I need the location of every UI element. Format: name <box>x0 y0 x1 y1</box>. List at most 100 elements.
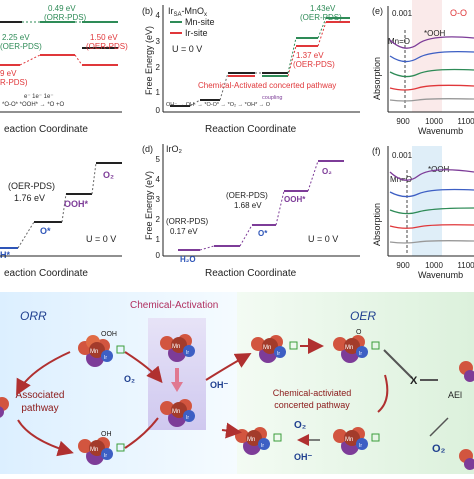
xtick-e-1100: 1100 <box>457 117 474 126</box>
xtick-f-1100: 1100 <box>457 261 474 270</box>
ooh-label: OOH <box>101 331 117 338</box>
xlabel-c: eaction Coordinate <box>4 268 88 279</box>
associated-label2: pathway <box>21 403 58 414</box>
ir-label: Ir <box>186 350 189 356</box>
xtick-e-900: 900 <box>396 117 410 126</box>
ylabel-f: Absorption <box>372 203 382 246</box>
panel-d-title: IrO₂ <box>166 144 182 154</box>
mn-label: Mn <box>263 345 271 351</box>
concerted-label2: concerted pathway <box>274 400 350 410</box>
ael-label: AEl <box>448 390 462 400</box>
label-a-oerpds2: (OER-PDS) <box>86 42 128 51</box>
cluster-oer-right-bottom <box>459 449 474 470</box>
ytick-d-0: 0 <box>156 251 161 260</box>
orr-label: ORR <box>20 309 47 323</box>
xlabel-e: Wavenumb <box>418 126 463 136</box>
concerted-label1: Chemical-activiated <box>273 388 352 398</box>
ytick-d-1: 1 <box>156 235 161 244</box>
annot-b-oerpds1: (OER-PDS) <box>300 13 342 22</box>
annot-b-143: 1.43eV <box>310 4 336 13</box>
panel-e: (e) 0.001 O-O Absorption Mn=O *OOH 900 1… <box>372 0 474 136</box>
ir-label: Ir <box>277 351 280 357</box>
ylabel-b: Free Energy (eV) <box>144 26 154 95</box>
label-d-oerpds: (OER-PDS) <box>226 191 268 200</box>
ytick-d-4: 4 <box>156 175 161 184</box>
legend-mn-site: Mn-site <box>185 17 215 27</box>
ytick-d-3: 3 <box>156 195 161 204</box>
oh-label: OH <box>101 431 112 438</box>
legend-ir-site: Ir-site <box>185 28 208 38</box>
panel-f: (f) 0.001 Absorption Mn=O *OOH 900 1000 … <box>372 146 474 280</box>
label-a-049: 0.49 eV <box>48 4 76 13</box>
mn-label: Mn <box>345 437 353 443</box>
ir-label: Ir <box>359 351 362 357</box>
reaction-scheme: ORR OER Chemical-Activation Mn Ir OOH Mn… <box>0 292 474 474</box>
label-d-orrpds: (ORR-PDS) <box>166 217 209 226</box>
mn-label: Mn <box>345 345 353 351</box>
ytick-b-3: 3 <box>156 37 161 46</box>
label-c-oerpds: (OER-PDS) <box>8 181 55 191</box>
panel-letter-e: (e) <box>372 6 383 16</box>
ytick-b-1: 1 <box>156 88 161 97</box>
mn-label: Mn <box>247 437 255 443</box>
condition-c: U = 0 V <box>86 234 116 244</box>
label-d-h2o: H₂O <box>180 255 196 264</box>
xtick-e-1000: 1000 <box>425 117 443 126</box>
xlabel-d: Reaction Coordinate <box>205 268 297 279</box>
label-c-ooh: OOH* <box>64 199 89 209</box>
xlabel-f: Wavenumb <box>418 270 463 280</box>
label-c-o: O* <box>40 226 51 236</box>
coupling-label: coupling <box>262 95 283 101</box>
xtick-f-900: 900 <box>396 261 410 270</box>
path-electrons-a: e⁻ 1e⁻ 1e⁻ <box>24 94 54 100</box>
ir-label: Ir <box>186 415 189 421</box>
oh-bottom: OH⁻ <box>294 452 313 462</box>
cluster-oer-bottom2: Mn Ir <box>333 427 380 455</box>
label-d-017: 0.17 eV <box>170 227 198 236</box>
cluster-oer-top2: Mn Ir O <box>333 329 380 363</box>
ytick-d-5: 5 <box>156 155 161 164</box>
panel-a: 0.49 eV (ORR-PDS) 2.25 eV (OER-PDS) 1.50… <box>0 4 128 135</box>
x-mark: X <box>410 375 418 387</box>
scale-f: 0.001 <box>392 151 413 160</box>
cluster-left-edge <box>0 397 9 418</box>
label-d-168: 1.68 eV <box>234 201 262 210</box>
peak-e-mno: Mn=O <box>388 37 410 46</box>
label-d-o2: O₂ <box>322 167 332 176</box>
xlabel-b: Reaction Coordinate <box>205 124 297 135</box>
mn-label: Mn <box>90 349 98 355</box>
ir-label: Ir <box>104 453 107 459</box>
cluster-oer-right-top <box>459 361 474 382</box>
label-c-h: H* <box>0 250 10 260</box>
annot-b-137: 1.37 eV <box>296 51 324 60</box>
oer-label: OER <box>350 309 376 323</box>
ir-label: Ir <box>104 355 107 361</box>
ytick-b-0: 0 <box>156 106 161 115</box>
peak-e-ooh: *OOH <box>424 29 446 38</box>
label-a-150: 1.50 eV <box>90 33 118 42</box>
ytick-b-2: 2 <box>156 63 161 72</box>
label-a-oerpds: (OER-PDS) <box>0 42 42 51</box>
label-d-o: O* <box>258 229 268 238</box>
mn-label: Mn <box>90 447 98 453</box>
xlabel-a: eaction Coordinate <box>4 124 88 135</box>
cluster-center: Mn Ir <box>160 334 195 362</box>
o2-bottom: O₂ <box>294 420 306 431</box>
mn-label: Mn <box>172 344 180 350</box>
label-a-orrpds: (ORR-PDS) <box>44 13 87 22</box>
label-a-225: 2.25 eV <box>2 33 30 42</box>
condition-d: U = 0 V <box>308 234 338 244</box>
panel-d: (d) IrO₂ 5 4 3 2 1 0 Free Energy (eV) (O… <box>142 144 360 279</box>
xtick-f-1000: 1000 <box>425 261 443 270</box>
ir-label: Ir <box>261 443 264 449</box>
cluster-top-left: Mn Ir OOH <box>78 331 125 367</box>
panel-b: (b) IrSA-MnOx 4 3 2 1 0 Free Energy (eV)… <box>142 4 360 135</box>
ytick-d-2: 2 <box>156 215 161 224</box>
ytick-b-4: 4 <box>156 11 161 20</box>
path-species-b: OH⁻ → OH· → *O-O* → *O₂ → *OH* → O <box>166 102 271 108</box>
mn-label: Mn <box>172 409 180 415</box>
ylabel-e: Absorption <box>372 57 382 100</box>
ylabel-d: Free Energy (eV) <box>144 171 154 240</box>
annot-b-oerpds2: (OER-PDS) <box>293 60 335 69</box>
